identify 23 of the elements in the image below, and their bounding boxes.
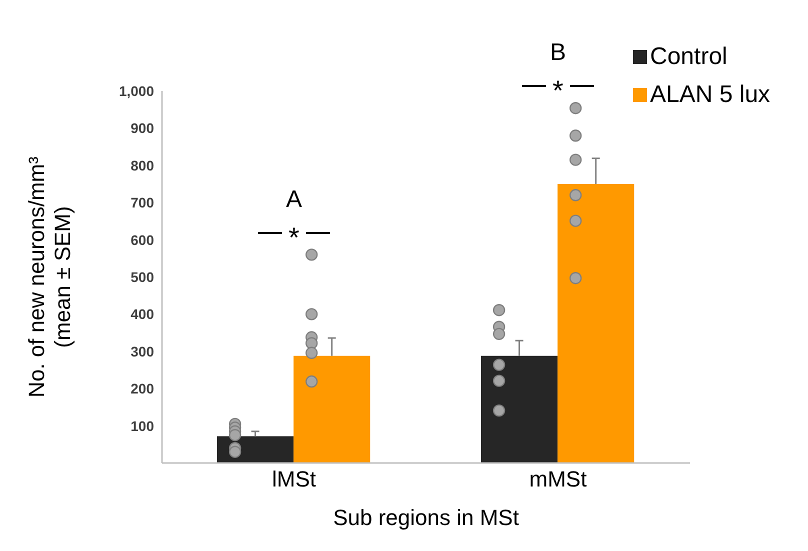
bar xyxy=(558,184,634,463)
y-tick-label: 300 xyxy=(130,343,154,360)
bar xyxy=(294,356,370,463)
text: B xyxy=(550,39,566,66)
y-axis-title: No. of new neurons/mm³ (mean ± SEM) xyxy=(24,156,76,398)
annotation: * xyxy=(552,75,564,106)
x-tick-label: lMSt xyxy=(272,466,316,492)
legend-label: ALAN 5 lux xyxy=(650,81,770,109)
bar xyxy=(481,356,558,463)
y-tick-label: 700 xyxy=(130,194,154,211)
y-tick-label: 600 xyxy=(130,232,154,248)
y-tick-label: 400 xyxy=(130,306,154,322)
y-tick-label: 100 xyxy=(130,418,154,434)
y-tick-label: 900 xyxy=(130,120,154,136)
y-tick-label: 200 xyxy=(130,380,154,397)
y-tick-label: 1,000 xyxy=(118,82,154,99)
annotation: A xyxy=(286,186,302,213)
y-tick-label: 500 xyxy=(130,268,154,285)
x-tick-label: mMSt xyxy=(529,466,587,492)
legend-label: Control xyxy=(650,43,728,71)
annotation: * xyxy=(288,222,300,253)
y-tick-label: 800 xyxy=(130,157,154,174)
x-axis-title: Sub regions in MSt xyxy=(333,505,519,530)
